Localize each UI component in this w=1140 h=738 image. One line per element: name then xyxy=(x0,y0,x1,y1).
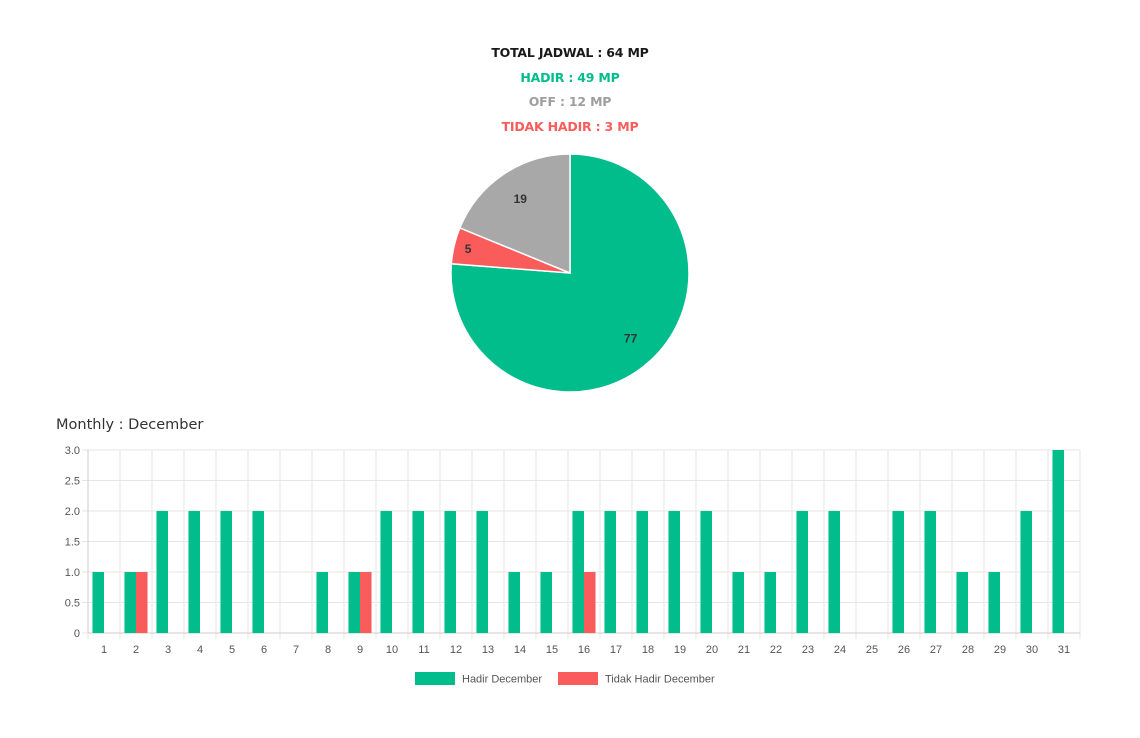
bar-hadir-day-2[interactable] xyxy=(124,572,136,633)
bar-hadir-day-28[interactable] xyxy=(956,572,968,633)
bar-hadir-day-6[interactable] xyxy=(252,511,264,633)
bar-hadir-day-29[interactable] xyxy=(988,572,1000,633)
bar-hadir-day-14[interactable] xyxy=(508,572,520,633)
legend-swatch xyxy=(415,672,455,685)
y-tick-label: 2.5 xyxy=(65,476,80,488)
bar-hadir-day-9[interactable] xyxy=(348,572,360,633)
x-tick-label: 19 xyxy=(674,644,686,656)
y-tick-label: 1.0 xyxy=(65,567,80,579)
hadir-label: HADIR : 49 MP xyxy=(520,70,620,85)
bar-hadir-day-3[interactable] xyxy=(156,511,168,633)
bar-hadir-day-16[interactable] xyxy=(572,511,584,633)
x-tick-label: 13 xyxy=(482,644,494,656)
x-tick-label: 25 xyxy=(866,644,878,656)
legend-swatch xyxy=(558,672,598,685)
y-tick-label: 3.0 xyxy=(65,445,80,457)
monthly-title: Monthly : December xyxy=(56,417,204,433)
bar-hadir-day-31[interactable] xyxy=(1052,450,1064,633)
bar-hadir-day-24[interactable] xyxy=(828,511,840,633)
x-tick-label: 29 xyxy=(994,644,1006,656)
bar-hadir-day-26[interactable] xyxy=(892,511,904,633)
legend-label: Tidak Hadir December xyxy=(605,674,715,686)
x-tick-label: 21 xyxy=(738,644,750,656)
x-tick-label: 28 xyxy=(962,644,974,656)
bar-hadir-day-11[interactable] xyxy=(412,511,424,633)
x-tick-label: 10 xyxy=(386,644,398,656)
x-tick-label: 17 xyxy=(610,644,622,656)
bar-hadir-day-20[interactable] xyxy=(700,511,712,633)
x-tick-label: 5 xyxy=(229,644,235,656)
bar-hadir-day-22[interactable] xyxy=(764,572,776,633)
x-tick-label: 3 xyxy=(165,644,171,656)
y-tick-label: 0.5 xyxy=(65,598,80,610)
bar-hadir-day-30[interactable] xyxy=(1020,511,1032,633)
bar-tidak-hadir-day-9[interactable] xyxy=(360,572,372,633)
x-tick-label: 14 xyxy=(514,644,526,656)
bar-hadir-day-17[interactable] xyxy=(604,511,616,633)
x-tick-label: 4 xyxy=(197,644,203,656)
x-tick-label: 31 xyxy=(1058,644,1070,656)
x-tick-label: 8 xyxy=(325,644,331,656)
x-tick-label: 20 xyxy=(706,644,718,656)
bar-hadir-day-5[interactable] xyxy=(220,511,232,633)
x-tick-label: 30 xyxy=(1026,644,1038,656)
bar-hadir-day-19[interactable] xyxy=(668,511,680,633)
legend-item-tidak-hadir[interactable]: Tidak Hadir December xyxy=(558,672,715,686)
x-tick-label: 15 xyxy=(546,644,558,656)
bar-hadir-day-1[interactable] xyxy=(92,572,104,633)
x-tick-label: 24 xyxy=(834,644,846,656)
x-tick-label: 18 xyxy=(642,644,654,656)
x-tick-label: 16 xyxy=(578,644,590,656)
x-tick-label: 7 xyxy=(293,644,299,656)
x-tick-label: 23 xyxy=(802,644,814,656)
legend-item-hadir[interactable]: Hadir December xyxy=(415,672,542,686)
x-tick-label: 1 xyxy=(101,644,107,656)
bar-hadir-day-18[interactable] xyxy=(636,511,648,633)
x-tick-label: 22 xyxy=(770,644,782,656)
bar-hadir-day-10[interactable] xyxy=(380,511,392,633)
x-tick-label: 11 xyxy=(418,644,429,656)
bar-hadir-day-27[interactable] xyxy=(924,511,936,633)
off-label: OFF : 12 MP xyxy=(528,94,612,109)
y-tick-label: 2.0 xyxy=(65,506,80,518)
bar-hadir-day-12[interactable] xyxy=(444,511,456,633)
bar-hadir-day-15[interactable] xyxy=(540,572,552,633)
x-tick-label: 6 xyxy=(261,644,267,656)
bar-hadir-day-21[interactable] xyxy=(732,572,744,633)
bar-hadir-day-23[interactable] xyxy=(796,511,808,633)
bar-hadir-day-13[interactable] xyxy=(476,511,488,633)
y-tick-label: 1.5 xyxy=(65,537,80,549)
y-tick-label: 0 xyxy=(74,628,80,640)
bar-hadir-day-4[interactable] xyxy=(188,511,200,633)
bar-tidak-hadir-day-2[interactable] xyxy=(136,572,148,633)
x-tick-label: 26 xyxy=(898,644,910,656)
bar-tidak-hadir-day-16[interactable] xyxy=(584,572,596,633)
x-tick-label: 27 xyxy=(930,644,942,656)
total-jadwal-label: TOTAL JADWAL : 64 MP xyxy=(491,45,649,60)
x-tick-label: 2 xyxy=(133,644,139,656)
tidak-hadir-label: TIDAK HADIR : 3 MP xyxy=(501,119,639,134)
x-tick-label: 9 xyxy=(357,644,363,656)
legend-label: Hadir December xyxy=(462,674,542,686)
bar-hadir-day-8[interactable] xyxy=(316,572,328,633)
x-tick-label: 12 xyxy=(450,644,462,656)
